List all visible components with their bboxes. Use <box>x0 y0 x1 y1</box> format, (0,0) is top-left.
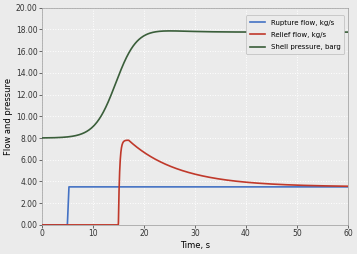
Legend: Rupture flow, kg/s, Relief flow, kg/s, Shell pressure, barg: Rupture flow, kg/s, Relief flow, kg/s, S… <box>246 15 345 54</box>
Y-axis label: Flow and pressure: Flow and pressure <box>4 78 13 155</box>
X-axis label: Time, s: Time, s <box>180 241 210 250</box>
